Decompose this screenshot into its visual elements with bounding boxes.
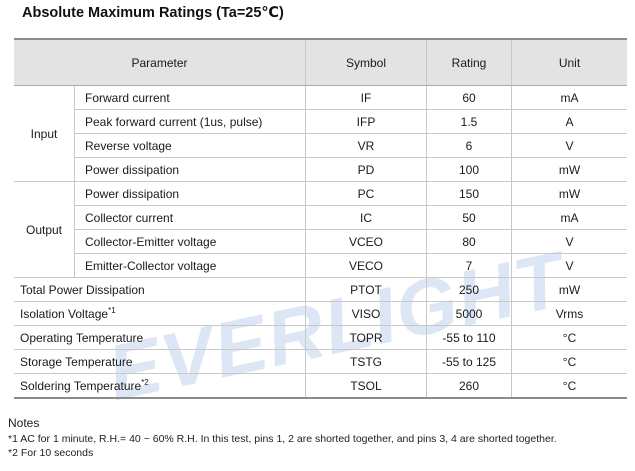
- table-row: Emitter-Collector voltage VECO 7 V: [14, 253, 627, 278]
- notes-title: Notes: [8, 416, 40, 430]
- rating-cell: -55 to 110: [426, 325, 512, 350]
- unit-cell: mA: [511, 205, 627, 230]
- table-row: Soldering Temperature*2 TSOL 260 °C: [14, 373, 627, 399]
- param-cell: Power dissipation: [74, 157, 306, 182]
- param-cell: Total Power Dissipation: [14, 277, 306, 302]
- unit-cell: Vrms: [511, 301, 627, 326]
- rating-cell: 7: [426, 253, 512, 278]
- note-1: *1 AC for 1 minute, R.H.= 40 ~ 60% R.H. …: [8, 433, 557, 445]
- rating-cell: 150: [426, 181, 512, 206]
- group-label-input: Input: [14, 85, 75, 182]
- unit-cell: mW: [511, 277, 627, 302]
- symbol-cell: IF: [305, 85, 427, 110]
- unit-cell: V: [511, 133, 627, 158]
- rating-cell: 60: [426, 85, 512, 110]
- unit-cell: V: [511, 229, 627, 254]
- table-row: Input Forward current IF 60 mA: [14, 85, 627, 182]
- param-cell: Storage Temperature: [14, 349, 306, 374]
- rating-cell: 260: [426, 373, 512, 399]
- param-cell: Collector current: [74, 205, 306, 230]
- header-rating: Rating: [426, 38, 512, 86]
- table-row: Power dissipation PD 100 mW: [14, 157, 627, 182]
- footnote-marker: *2: [141, 377, 149, 387]
- param-text: Soldering Temperature: [20, 378, 142, 393]
- note-2: *2 For 10 seconds: [8, 447, 94, 459]
- param-cell: Collector-Emitter voltage: [74, 229, 306, 254]
- header-unit: Unit: [511, 38, 627, 86]
- table-header-row: Parameter Symbol Rating Unit: [14, 38, 627, 86]
- symbol-cell: IC: [305, 205, 427, 230]
- unit-cell: V: [511, 253, 627, 278]
- unit-cell: A: [511, 109, 627, 134]
- table-row: Collector current IC 50 mA: [14, 205, 627, 230]
- table-row: Storage Temperature TSTG -55 to 125 °C: [14, 349, 627, 374]
- unit-cell: mW: [511, 157, 627, 182]
- symbol-cell: VR: [305, 133, 427, 158]
- rating-cell: 1.5: [426, 109, 512, 134]
- footnote-marker: *1: [108, 305, 116, 315]
- rating-cell: 100: [426, 157, 512, 182]
- symbol-cell: TSOL: [305, 373, 427, 399]
- symbol-cell: TOPR: [305, 325, 427, 350]
- rating-cell: 80: [426, 229, 512, 254]
- param-cell: Forward current: [74, 85, 306, 110]
- symbol-cell: VCEO: [305, 229, 427, 254]
- param-cell: Peak forward current (1us, pulse): [74, 109, 306, 134]
- ratings-table: Parameter Symbol Rating Unit Input Forwa…: [14, 38, 627, 399]
- rating-cell: -55 to 125: [426, 349, 512, 374]
- rating-cell: 50: [426, 205, 512, 230]
- table-row: Operating Temperature TOPR -55 to 110 °C: [14, 325, 627, 350]
- symbol-cell: IFP: [305, 109, 427, 134]
- header-parameter: Parameter: [14, 38, 306, 86]
- unit-cell: mA: [511, 85, 627, 110]
- param-text: Isolation Voltage: [20, 306, 109, 321]
- group-label-output: Output: [14, 181, 75, 278]
- rating-cell: 5000: [426, 301, 512, 326]
- param-cell: Reverse voltage: [74, 133, 306, 158]
- symbol-cell: TSTG: [305, 349, 427, 374]
- rating-cell: 250: [426, 277, 512, 302]
- symbol-cell: PC: [305, 181, 427, 206]
- table-row: Isolation Voltage*1 VISO 5000 Vrms: [14, 301, 627, 326]
- symbol-cell: VISO: [305, 301, 427, 326]
- param-cell: Emitter-Collector voltage: [74, 253, 306, 278]
- page-title: Absolute Maximum Ratings (Ta=25℃): [22, 5, 284, 21]
- param-cell: Operating Temperature: [14, 325, 306, 350]
- table-row: Output Power dissipation PC 150 mW: [14, 181, 627, 278]
- table-row: Peak forward current (1us, pulse) IFP 1.…: [14, 109, 627, 134]
- table-row: Collector-Emitter voltage VCEO 80 V: [14, 229, 627, 254]
- rating-cell: 6: [426, 133, 512, 158]
- table-row: Total Power Dissipation PTOT 250 mW: [14, 277, 627, 302]
- symbol-cell: VECO: [305, 253, 427, 278]
- table-row: Reverse voltage VR 6 V: [14, 133, 627, 158]
- notes-section: Notes *1 AC for 1 minute, R.H.= 40 ~ 60%…: [8, 416, 557, 460]
- param-cell: Soldering Temperature*2: [14, 373, 306, 399]
- header-symbol: Symbol: [305, 38, 427, 86]
- param-cell: Isolation Voltage*1: [14, 301, 306, 326]
- unit-cell: °C: [511, 373, 627, 399]
- symbol-cell: PTOT: [305, 277, 427, 302]
- symbol-cell: PD: [305, 157, 427, 182]
- unit-cell: mW: [511, 181, 627, 206]
- unit-cell: °C: [511, 349, 627, 374]
- unit-cell: °C: [511, 325, 627, 350]
- param-cell: Power dissipation: [74, 181, 306, 206]
